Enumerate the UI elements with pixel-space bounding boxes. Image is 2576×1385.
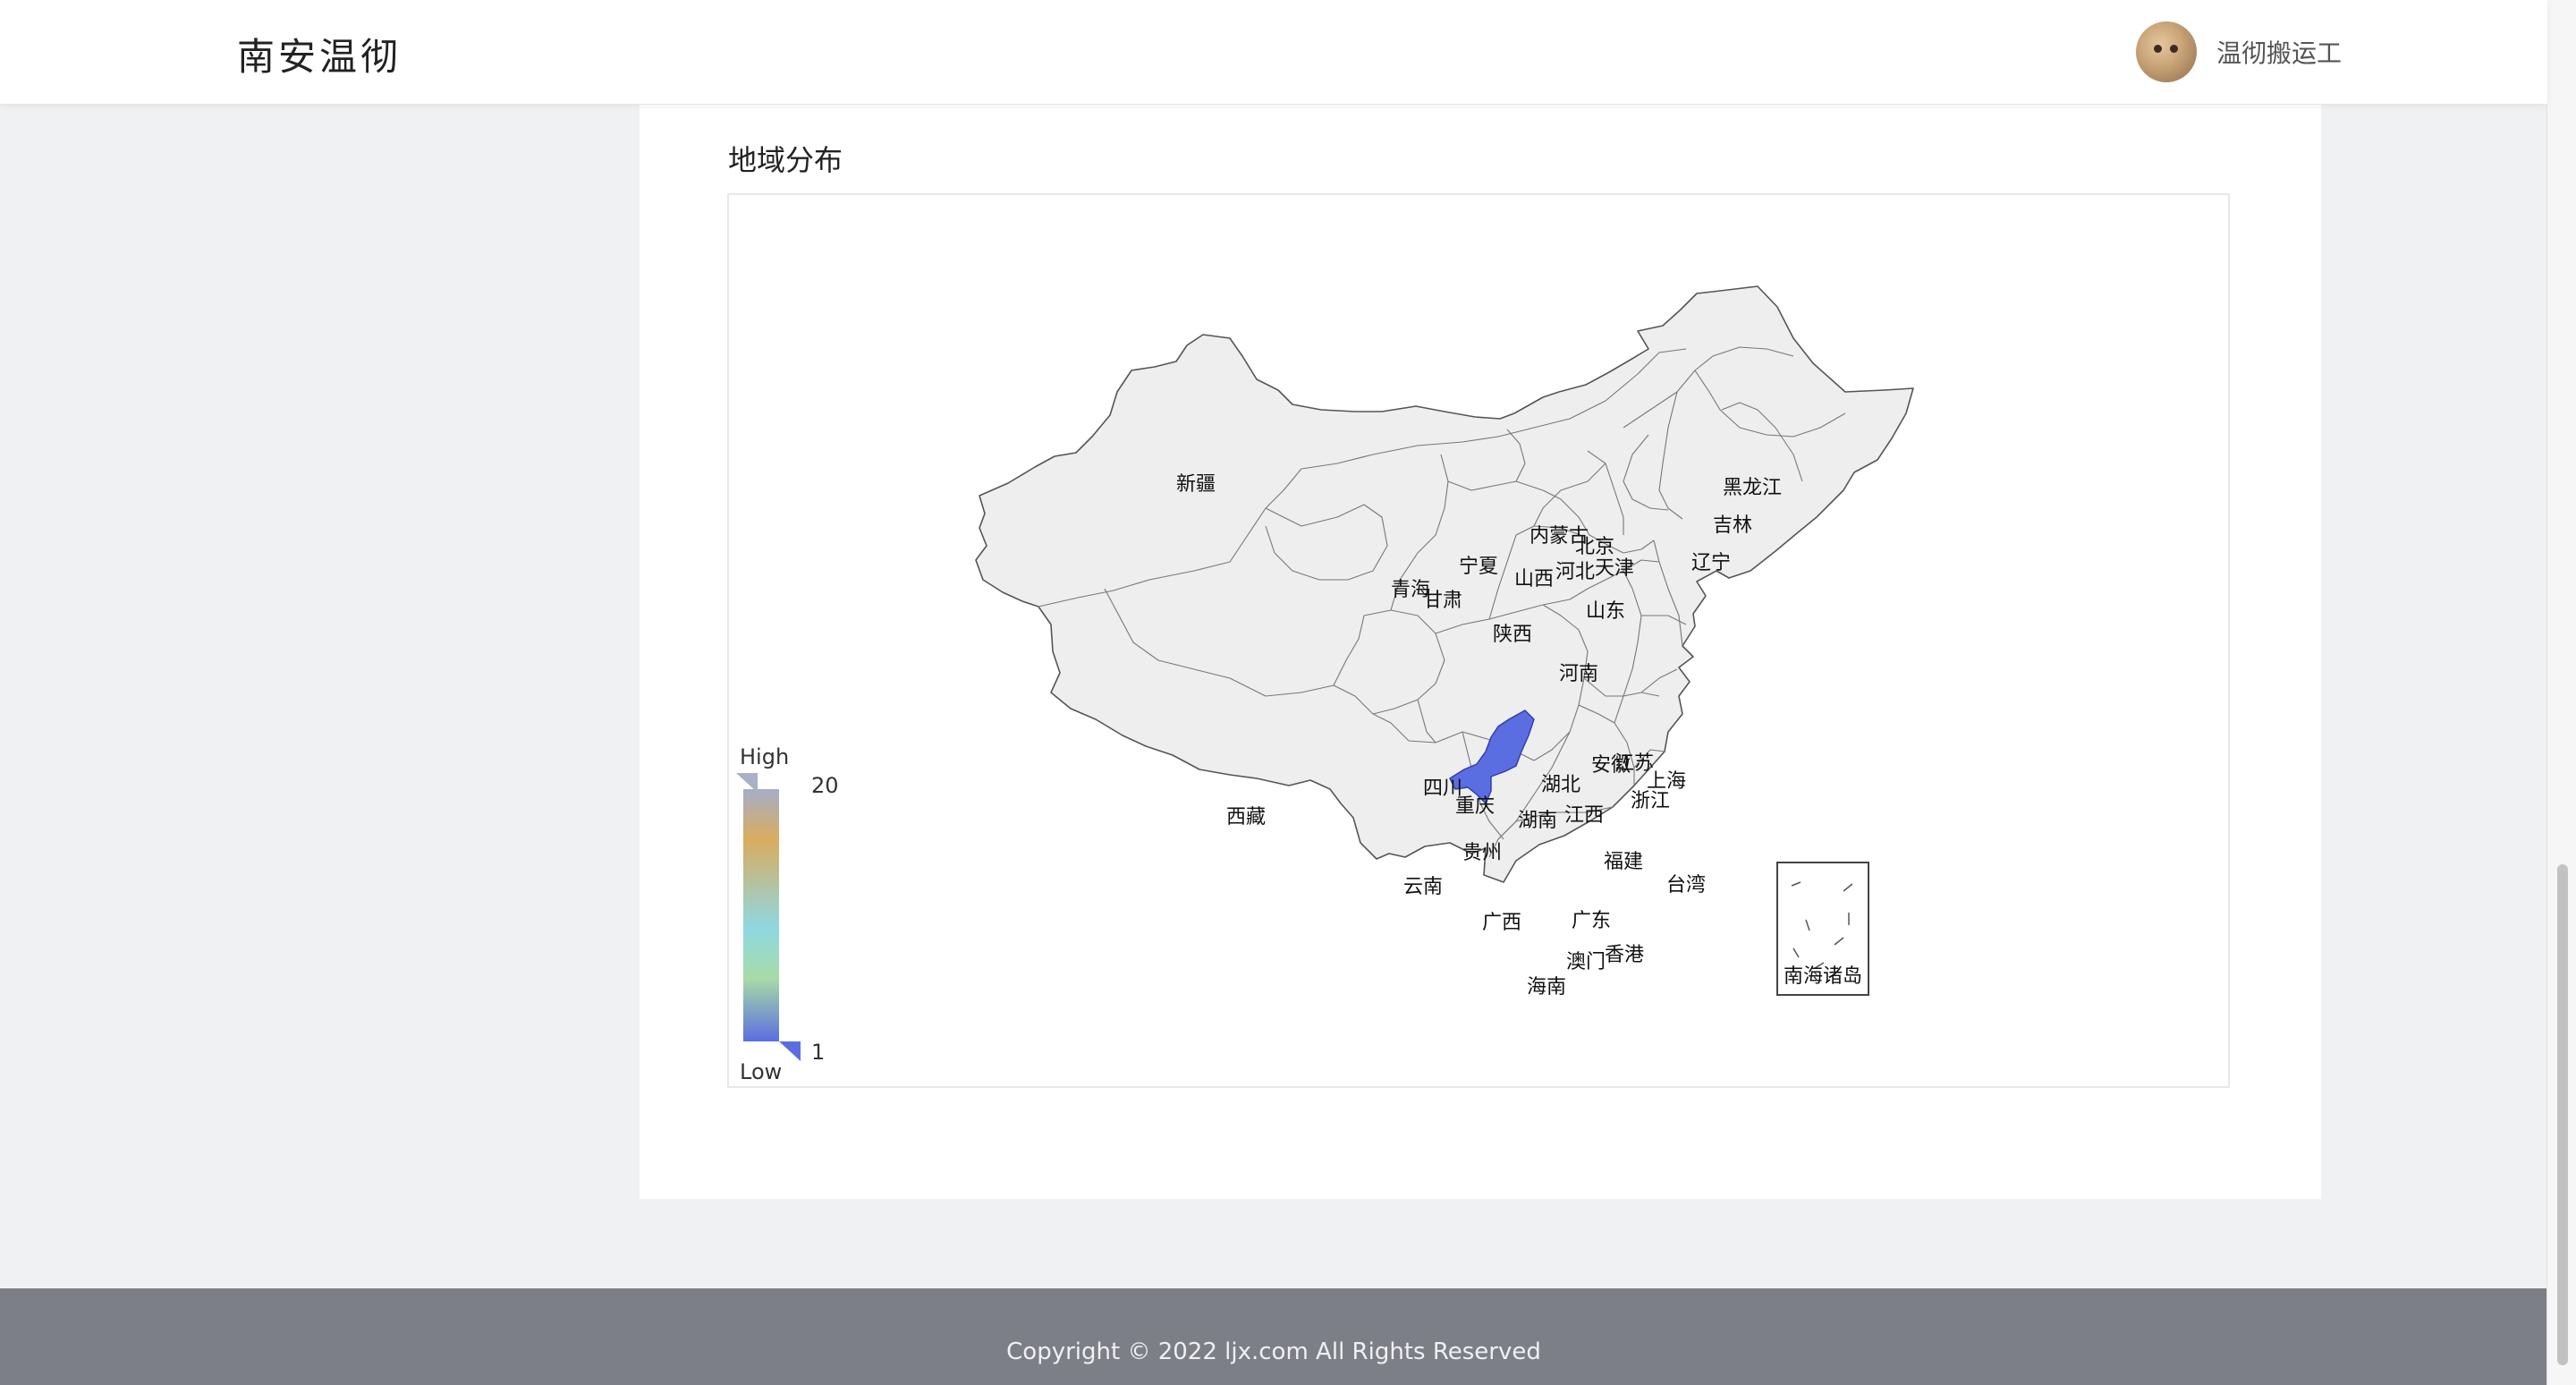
province-label[interactable]: 河南 [1559, 663, 1598, 685]
province-label[interactable]: 福建 [1604, 851, 1643, 873]
province-label[interactable]: 吉林 [1713, 514, 1752, 537]
legend-high-label: High [740, 744, 789, 769]
inset-label: 南海诸岛 [1784, 965, 1862, 988]
top-header: 南安温彻 温彻搬运工 [0, 0, 2547, 105]
province-label[interactable]: 天津 [1595, 557, 1634, 580]
page-scrollbar[interactable] [2546, 0, 2576, 1385]
province-label[interactable]: 广西 [1482, 912, 1521, 934]
province-label[interactable]: 江苏 [1614, 752, 1654, 775]
province-label[interactable]: 陕西 [1493, 624, 1532, 646]
scrollbar-thumb[interactable] [2557, 864, 2568, 1365]
province-label[interactable]: 重庆 [1455, 795, 1495, 818]
legend-low-label: Low [740, 1059, 782, 1084]
province-borders [1038, 346, 1846, 858]
visual-map-legend[interactable]: High 20 1 Low [736, 744, 839, 1084]
province-label[interactable]: 湖北 [1541, 774, 1580, 796]
province-label[interactable]: 湖南 [1518, 810, 1557, 832]
username[interactable]: 温彻搬运工 [2216, 38, 2342, 68]
footer-copyright: Copyright © 2022 ljx.com All Rights Rese… [1006, 1338, 1541, 1365]
inset-islands [1791, 881, 1853, 969]
province-label[interactable]: 江西 [1564, 804, 1604, 827]
inset-box [1776, 862, 1869, 996]
footer: Copyright © 2022 ljx.com All Rights Rese… [0, 1288, 2547, 1385]
legend-min-handle[interactable] [779, 1041, 801, 1061]
province-label[interactable]: 澳门 [1566, 951, 1606, 973]
province-label[interactable]: 青海 [1391, 579, 1430, 601]
province-label[interactable]: 新疆 [1176, 473, 1216, 496]
province-label[interactable]: 香港 [1605, 944, 1644, 966]
legend-max-value: 20 [811, 773, 839, 798]
province-label[interactable]: 浙江 [1631, 790, 1670, 812]
legend-min-value: 1 [811, 1040, 825, 1065]
south-china-sea-inset[interactable]: 南海诸岛 [1776, 862, 1869, 996]
province-label[interactable]: 四川 [1423, 777, 1462, 800]
province-label[interactable]: 安徽 [1591, 754, 1631, 777]
province-label[interactable]: 贵州 [1462, 842, 1502, 864]
legend-max-handle[interactable] [736, 773, 758, 793]
region-map-chart[interactable]: 新疆西藏 内蒙古青海 甘肃 宁夏四川云南 贵州广西 陕西 山西 河北 北京 天津山东河南湖北重庆湖… [727, 193, 2230, 1088]
content-card: 地域分布 [640, 104, 2321, 1199]
province-label[interactable]: 台湾 [1666, 874, 1706, 896]
province-label[interactable]: 北京 [1575, 536, 1614, 558]
avatar[interactable] [2135, 21, 2197, 82]
site-logo[interactable]: 南安温彻 [237, 35, 402, 79]
china-landmass[interactable] [975, 285, 1914, 883]
province-label[interactable]: 宁夏 [1459, 556, 1498, 578]
province-label[interactable]: 甘肃 [1423, 590, 1462, 612]
user-menu[interactable]: 温彻搬运工 [2135, 21, 2342, 82]
province-label[interactable]: 辽宁 [1691, 552, 1731, 574]
province-label[interactable]: 山东 [1586, 600, 1625, 623]
province-label[interactable]: 黑龙江 [1723, 477, 1782, 499]
legend-gradient-bar[interactable] [743, 789, 779, 1041]
province-label[interactable]: 海南 [1527, 976, 1566, 998]
section-title: 地域分布 [728, 143, 843, 177]
province-chongqing[interactable] [1449, 709, 1535, 804]
province-label[interactable]: 上海 [1647, 770, 1686, 793]
province-label[interactable]: 云南 [1403, 876, 1443, 898]
province-label[interactable]: 河北 [1555, 561, 1595, 583]
province-label[interactable]: 山西 [1514, 568, 1554, 591]
province-label[interactable]: 西藏 [1226, 806, 1266, 828]
province-label[interactable]: 广东 [1572, 910, 1611, 932]
province-label[interactable]: 内蒙古 [1530, 525, 1589, 548]
